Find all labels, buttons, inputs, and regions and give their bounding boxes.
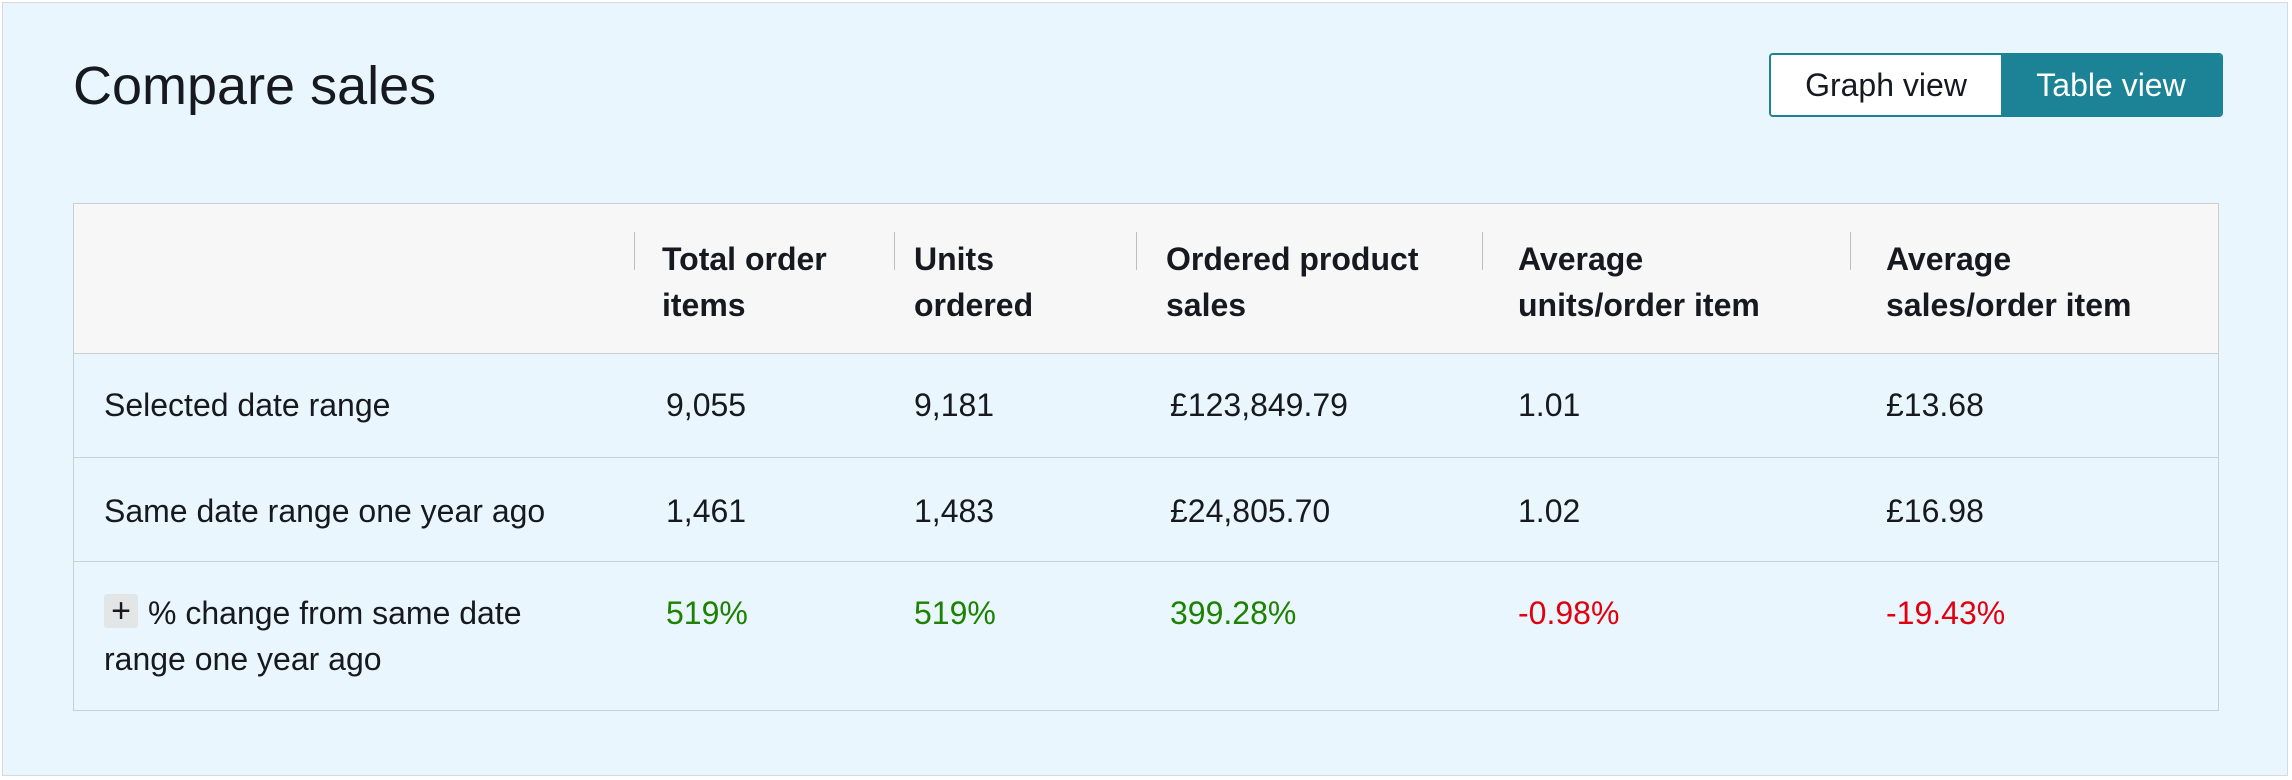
header-line: items <box>662 287 746 323</box>
cell-units-ordered: 1,483 <box>914 493 995 529</box>
column-divider <box>894 232 895 270</box>
column-divider <box>1136 232 1137 270</box>
header-units-ordered: Units ordered <box>914 236 1033 328</box>
header-line: Units <box>914 241 994 277</box>
cell-average-sales: £13.68 <box>1886 387 1984 423</box>
header-total-order-items: Total order items <box>662 236 827 328</box>
table-row: + % change from same date range one year … <box>74 562 2218 710</box>
row-label: Selected date range <box>104 387 391 423</box>
column-divider <box>1850 232 1851 270</box>
cell-average-sales-change: -19.43% <box>1886 595 2006 631</box>
header-average-sales-per-order-item: Average sales/order item <box>1886 236 2131 328</box>
cell-ordered-product-sales-change: 399.28% <box>1170 595 1297 631</box>
header-line: Total order <box>662 241 827 277</box>
view-toggle: Graph view Table view <box>1769 53 2223 117</box>
header-ordered-product-sales: Ordered product sales <box>1166 236 1418 328</box>
cell-units-ordered-change: 519% <box>914 595 996 631</box>
expand-plus-icon[interactable]: + <box>104 594 138 628</box>
header-line: ordered <box>914 287 1034 323</box>
row-label: + % change from same date range one year … <box>104 590 522 682</box>
header-line: sales <box>1166 287 1247 323</box>
header-line: Average <box>1518 241 1644 277</box>
column-divider <box>634 232 635 270</box>
cell-units-ordered: 9,181 <box>914 387 995 423</box>
row-label-line: range one year ago <box>104 641 382 677</box>
row-label-text: % change from same date <box>148 595 522 631</box>
cell-total-order-items-change: 519% <box>666 595 748 631</box>
row-label-line: + % change from same date <box>104 590 522 636</box>
cell-ordered-product-sales: £123,849.79 <box>1170 387 1348 423</box>
header-average-units-per-order-item: Average units/order item <box>1518 236 1760 328</box>
cell-average-units-change: -0.98% <box>1518 595 1620 631</box>
cell-ordered-product-sales: £24,805.70 <box>1170 493 1331 529</box>
header-line: sales/order item <box>1886 287 2132 323</box>
graph-view-button[interactable]: Graph view <box>1771 55 2001 115</box>
column-divider <box>1482 232 1483 270</box>
header-line: Average <box>1886 241 2012 277</box>
cell-total-order-items: 9,055 <box>666 387 747 423</box>
cell-average-units: 1.02 <box>1518 493 1581 529</box>
row-label: Same date range one year ago <box>104 493 546 529</box>
header-line: Ordered product <box>1166 241 1419 277</box>
table-header: Total order items Units ordered Ordered … <box>74 204 2218 354</box>
table-row: Same date range one year ago 1,461 1,483… <box>74 458 2218 562</box>
table-row: Selected date range 9,055 9,181 £123,849… <box>74 354 2218 458</box>
cell-average-sales: £16.98 <box>1886 493 1984 529</box>
cell-total-order-items: 1,461 <box>666 493 747 529</box>
page-title: Compare sales <box>73 56 437 116</box>
compare-sales-table: Total order items Units ordered Ordered … <box>73 203 2219 711</box>
table-view-button[interactable]: Table view <box>2001 55 2221 115</box>
cell-average-units: 1.01 <box>1518 387 1581 423</box>
header-line: units/order item <box>1518 287 1760 323</box>
